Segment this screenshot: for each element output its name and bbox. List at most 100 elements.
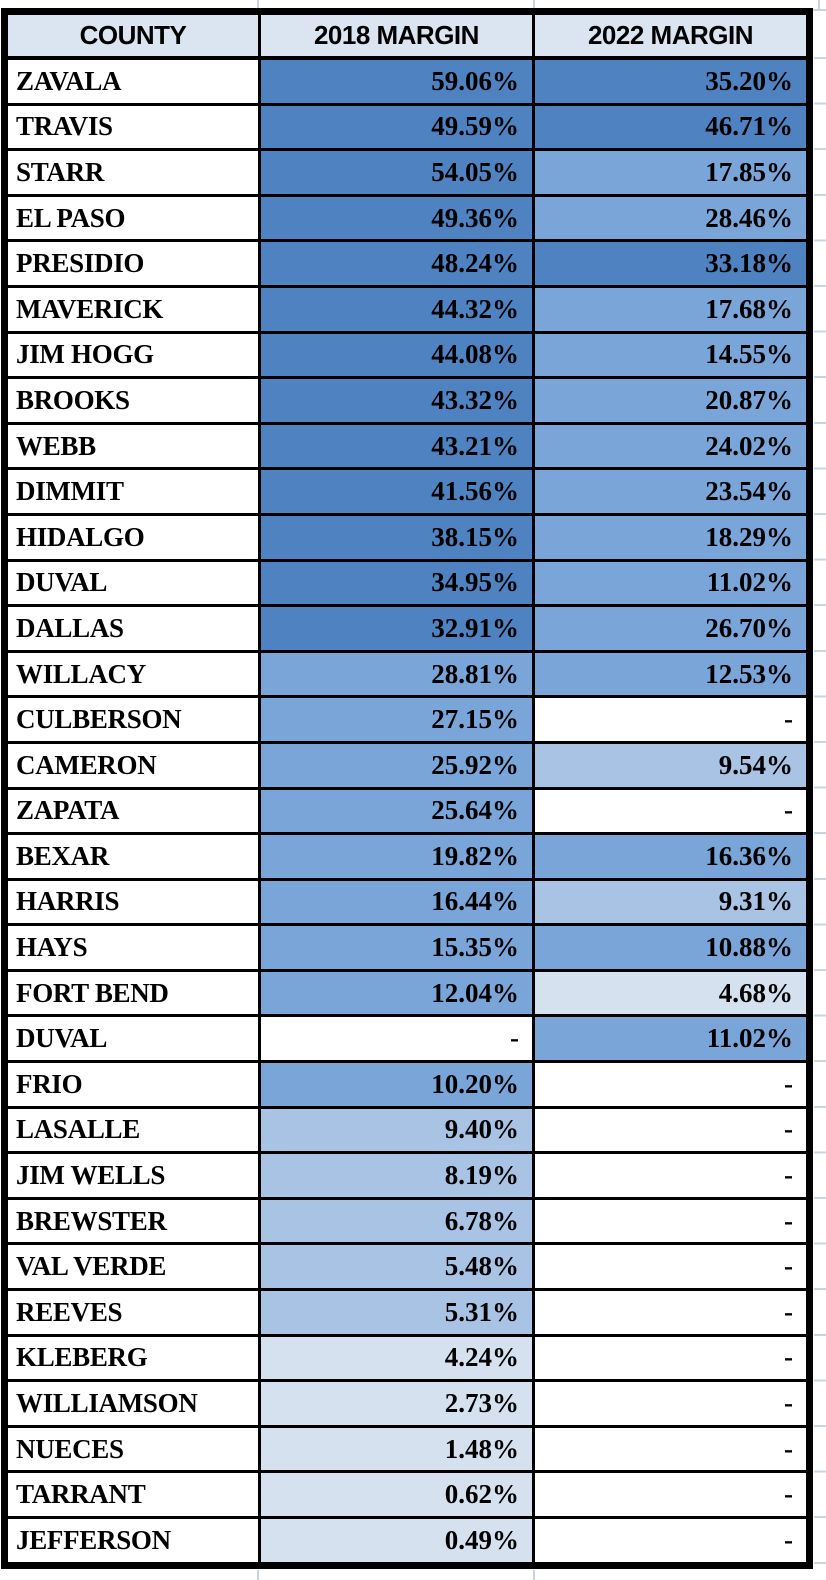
margin-2022-cell[interactable]: - [531, 1105, 810, 1155]
margin-2018-cell[interactable]: 43.21% [257, 421, 535, 471]
margin-2022-cell[interactable]: 17.68% [531, 284, 810, 334]
county-cell[interactable]: PRESIDIO [5, 239, 261, 288]
county-cell[interactable]: BREWSTER [5, 1196, 261, 1246]
margin-2022-cell[interactable]: 24.02% [531, 421, 810, 471]
margin-2018-cell[interactable]: 54.05% [257, 148, 535, 197]
margin-2018-cell[interactable]: 19.82% [257, 832, 535, 881]
margin-2022-cell[interactable]: - [531, 1242, 810, 1292]
margin-2022-cell[interactable]: 17.85% [531, 148, 810, 197]
county-cell[interactable]: EL PASO [5, 193, 261, 243]
county-cell[interactable]: JIM HOGG [5, 330, 261, 380]
county-cell[interactable]: VAL VERDE [5, 1242, 261, 1292]
margin-2022-cell[interactable]: 12.53% [531, 649, 810, 699]
county-cell[interactable]: DIMMIT [5, 467, 261, 516]
county-cell[interactable]: STARR [5, 148, 261, 197]
margin-2018-cell[interactable]: 49.59% [257, 102, 535, 152]
margin-2022-cell[interactable]: 10.88% [531, 923, 810, 972]
margin-2018-cell[interactable]: 0.49% [257, 1516, 535, 1565]
margin-2018-cell[interactable]: 28.81% [257, 649, 535, 699]
margin-2022-cell[interactable]: 11.02% [531, 1014, 810, 1064]
header-2022-margin[interactable]: 2022 MARGIN [531, 12, 810, 60]
county-cell[interactable]: REEVES [5, 1288, 261, 1337]
margin-2022-cell[interactable]: - [531, 1516, 810, 1565]
county-cell[interactable]: ZAPATA [5, 786, 261, 836]
margin-2022-cell[interactable]: 11.02% [531, 558, 810, 608]
margin-2022-cell[interactable]: 23.54% [531, 467, 810, 516]
county-cell[interactable]: FORT BEND [5, 968, 261, 1018]
county-cell[interactable]: NUECES [5, 1424, 261, 1474]
county-cell[interactable]: WEBB [5, 421, 261, 471]
margin-2022-cell[interactable]: 16.36% [531, 832, 810, 881]
county-cell[interactable]: FRIO [5, 1060, 261, 1109]
margin-2018-cell[interactable]: 44.08% [257, 330, 535, 380]
county-cell[interactable]: JIM WELLS [5, 1151, 261, 1200]
margin-2018-cell[interactable]: 34.95% [257, 558, 535, 608]
margin-2022-cell[interactable]: - [531, 1060, 810, 1109]
margin-2018-cell[interactable]: 59.06% [257, 56, 535, 106]
margin-2022-cell[interactable]: - [531, 695, 810, 744]
margin-2018-cell[interactable]: 15.35% [257, 923, 535, 972]
margin-2018-cell[interactable]: 0.62% [257, 1470, 535, 1519]
margin-2018-cell[interactable]: 6.78% [257, 1196, 535, 1246]
county-cell[interactable]: HARRIS [5, 877, 261, 927]
margin-2018-cell[interactable]: 5.31% [257, 1288, 535, 1337]
county-cell[interactable]: WILLIAMSON [5, 1379, 261, 1428]
margin-2018-cell[interactable]: 2.73% [257, 1379, 535, 1428]
margin-2022-cell[interactable]: - [531, 1379, 810, 1428]
county-cell[interactable]: CAMERON [5, 740, 261, 790]
margin-2018-cell[interactable]: 41.56% [257, 467, 535, 516]
margin-2022-cell[interactable]: 9.31% [531, 877, 810, 927]
margin-2018-cell[interactable]: 25.64% [257, 786, 535, 836]
header-2018-margin[interactable]: 2018 MARGIN [257, 12, 535, 60]
county-cell[interactable]: TRAVIS [5, 102, 261, 152]
margin-2018-cell[interactable]: 48.24% [257, 239, 535, 288]
margin-2018-cell[interactable]: 9.40% [257, 1105, 535, 1155]
margin-2022-cell[interactable]: 18.29% [531, 512, 810, 562]
county-cell[interactable]: BEXAR [5, 832, 261, 881]
county-cell[interactable]: DUVAL [5, 558, 261, 608]
margin-2022-cell[interactable]: 4.68% [531, 968, 810, 1018]
margin-2022-cell[interactable]: - [531, 1470, 810, 1519]
margin-2022-cell[interactable]: - [531, 1333, 810, 1383]
header-county[interactable]: COUNTY [5, 12, 261, 60]
county-cell[interactable]: MAVERICK [5, 284, 261, 334]
margin-2018-cell[interactable]: 5.48% [257, 1242, 535, 1292]
margin-2022-cell[interactable]: - [531, 1288, 810, 1337]
margin-2018-cell[interactable]: 43.32% [257, 376, 535, 425]
margin-2018-cell[interactable]: 44.32% [257, 284, 535, 334]
margin-2022-cell[interactable]: 46.71% [531, 102, 810, 152]
margin-2022-cell[interactable]: 28.46% [531, 193, 810, 243]
margin-2022-cell[interactable]: - [531, 1196, 810, 1246]
county-cell[interactable]: DALLAS [5, 604, 261, 653]
county-cell[interactable]: BROOKS [5, 376, 261, 425]
county-cell[interactable]: DUVAL [5, 1014, 261, 1064]
margin-2018-cell[interactable]: 12.04% [257, 968, 535, 1018]
margin-2022-cell[interactable]: 26.70% [531, 604, 810, 653]
margin-2022-cell[interactable]: 14.55% [531, 330, 810, 380]
margin-2022-cell[interactable]: - [531, 786, 810, 836]
county-cell[interactable]: HIDALGO [5, 512, 261, 562]
county-cell[interactable]: KLEBERG [5, 1333, 261, 1383]
margin-2022-cell[interactable]: - [531, 1424, 810, 1474]
county-cell[interactable]: CULBERSON [5, 695, 261, 744]
county-cell[interactable]: TARRANT [5, 1470, 261, 1519]
margin-2018-cell[interactable]: 38.15% [257, 512, 535, 562]
county-cell[interactable]: ZAVALA [5, 56, 261, 106]
margin-2018-cell[interactable]: 10.20% [257, 1060, 535, 1109]
margin-2018-cell[interactable]: 8.19% [257, 1151, 535, 1200]
margin-2018-cell[interactable]: 27.15% [257, 695, 535, 744]
margin-2018-cell[interactable]: - [257, 1014, 535, 1064]
margin-2022-cell[interactable]: 20.87% [531, 376, 810, 425]
county-cell[interactable]: LASALLE [5, 1105, 261, 1155]
margin-2018-cell[interactable]: 25.92% [257, 740, 535, 790]
margin-2022-cell[interactable]: 35.20% [531, 56, 810, 106]
margin-2018-cell[interactable]: 16.44% [257, 877, 535, 927]
county-cell[interactable]: JEFFERSON [5, 1516, 261, 1565]
margin-2022-cell[interactable]: 33.18% [531, 239, 810, 288]
margin-2018-cell[interactable]: 32.91% [257, 604, 535, 653]
county-cell[interactable]: HAYS [5, 923, 261, 972]
margin-2018-cell[interactable]: 49.36% [257, 193, 535, 243]
margin-2022-cell[interactable]: - [531, 1151, 810, 1200]
county-cell[interactable]: WILLACY [5, 649, 261, 699]
margin-2022-cell[interactable]: 9.54% [531, 740, 810, 790]
